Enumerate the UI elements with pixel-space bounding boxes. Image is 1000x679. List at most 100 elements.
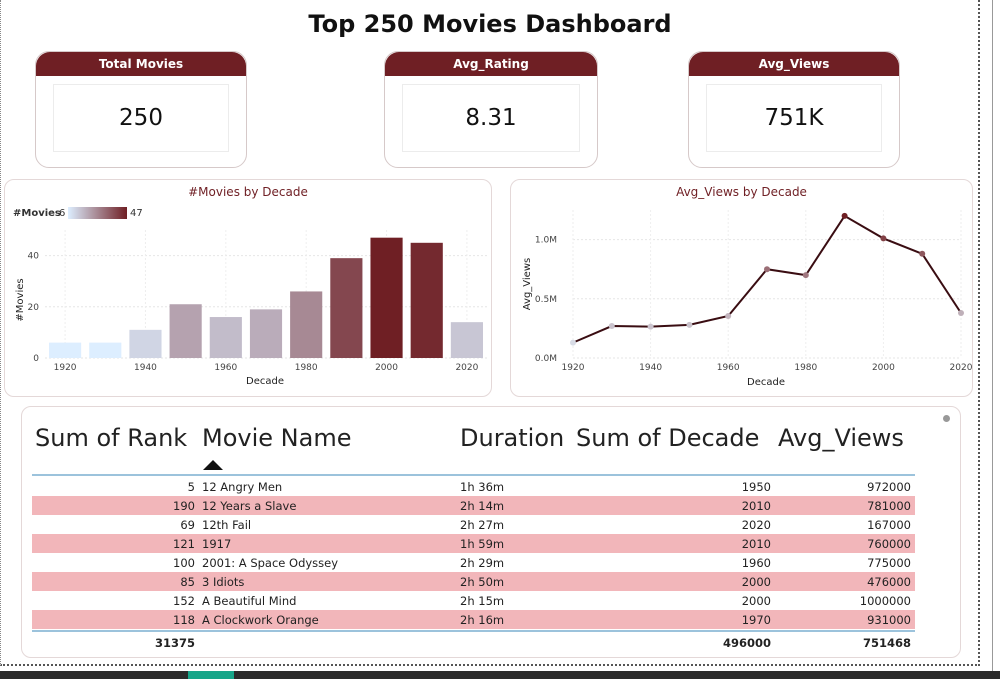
legend-gradient (68, 207, 127, 219)
movies-by-decade-chart[interactable]: #Movies 6 47 0 20 40 1920 1940 1960 1980 2000 20… (5, 180, 491, 396)
cell-movie-name: 2001: A Space Odyssey (202, 556, 339, 570)
cell-rank: 121 (173, 537, 195, 551)
cell-duration: 1h 36m (460, 480, 505, 494)
point-1930[interactable] (608, 323, 615, 330)
cell-duration: 2h 14m (460, 499, 505, 513)
movies-table-panel[interactable]: Sum of Rank Movie Name Duration Sum of D… (21, 406, 961, 658)
cell-movie-name: A Beautiful Mind (202, 594, 297, 608)
cell-rank: 5 (187, 480, 195, 494)
cell-decade: 1970 (741, 613, 771, 627)
header-sum-of-decade[interactable]: Sum of Decade (576, 424, 760, 452)
point-1940[interactable] (647, 323, 654, 330)
cell-avg-views: 972000 (867, 480, 911, 494)
kpi-label: Total Movies (36, 52, 246, 76)
cell-decade: 2010 (741, 537, 771, 551)
point-2000[interactable] (880, 235, 887, 242)
x-tick-label: 1980 (794, 363, 817, 373)
point-1960[interactable] (725, 312, 732, 319)
y-tick-label: 0.0M (535, 354, 557, 364)
header-divider (32, 474, 915, 476)
header-avg-views[interactable]: Avg_Views (778, 424, 904, 452)
bar-1960[interactable] (209, 317, 242, 358)
y-axis-label: Avg_Views (522, 258, 533, 310)
x-tick-label: 1960 (717, 363, 740, 373)
header-sum-of-rank[interactable]: Sum of Rank (35, 424, 188, 452)
y-tick-label: 1.0M (535, 236, 557, 246)
cell-movie-name: 3 Idiots (202, 575, 245, 589)
table-row[interactable]: 5 12 Angry Men 1h 36m 1950 972000 (32, 477, 915, 496)
total-decade: 496000 (722, 636, 771, 650)
sort-ascending-icon[interactable] (203, 460, 223, 470)
table-row[interactable]: 190 12 Years a Slave 2h 14m 2010 781000 (32, 496, 915, 515)
table-row[interactable]: 152 A Beautiful Mind 2h 15m 2000 1000000 (32, 591, 915, 610)
kpi-card-total-movies[interactable]: Total Movies 250 (35, 51, 247, 168)
y-tick-label: 20 (28, 303, 40, 313)
avg-views-by-decade-chart[interactable]: 0.0M 0.5M 1.0M 1920 1940 1960 1980 2000 2020 Dec… (511, 180, 972, 396)
kpi-value: 751K (706, 84, 882, 152)
bar-1950[interactable] (169, 304, 202, 358)
bar-2020[interactable] (450, 322, 483, 358)
bar-1920[interactable] (49, 342, 82, 358)
total-rank: 31375 (154, 636, 195, 650)
cell-rank: 118 (173, 613, 195, 627)
cell-duration: 2h 50m (460, 575, 505, 589)
point-1980[interactable] (802, 272, 809, 279)
report-canvas (0, 0, 980, 666)
active-page-tab[interactable] (188, 671, 234, 679)
cell-movie-name: A Clockwork Orange (202, 613, 319, 627)
point-1920[interactable] (570, 339, 576, 346)
avg-views-by-decade-panel[interactable]: Avg_Views by Decade 0.0M 0.5M 1.0M 1920 1940… (510, 179, 973, 397)
cell-duration: 1h 59m (460, 537, 505, 551)
cell-avg-views: 476000 (867, 575, 911, 589)
cell-duration: 2h 27m (460, 518, 505, 532)
movies-by-decade-panel[interactable]: #Movies by Decade #Movies 6 47 0 20 40 1920… (4, 179, 492, 397)
point-1950[interactable] (686, 321, 693, 328)
x-tick-label: 2000 (872, 363, 895, 373)
kpi-card-avg-rating[interactable]: Avg_Rating 8.31 (384, 51, 598, 168)
y-tick-label: 40 (28, 252, 40, 262)
cell-avg-views: 167000 (867, 518, 911, 532)
x-tick-label: 2020 (455, 363, 478, 373)
point-1970[interactable] (764, 266, 770, 273)
y-axis-label: #Movies (15, 278, 26, 321)
bar-2010[interactable] (410, 242, 443, 358)
bar-2000[interactable] (370, 237, 403, 358)
cell-decade: 1950 (741, 480, 771, 494)
x-tick-label: 1940 (639, 363, 662, 373)
table-total-row: 31375 496000 751468 (32, 633, 915, 653)
bar-1970[interactable] (249, 309, 283, 358)
point-2010[interactable] (919, 250, 926, 257)
legend-max: 47 (130, 208, 143, 219)
bar-1930[interactable] (89, 342, 122, 358)
kpi-label: Avg_Rating (385, 52, 597, 76)
table-row[interactable]: 85 3 Idiots 2h 50m 2000 476000 (32, 572, 915, 591)
x-tick-label: 1940 (134, 363, 157, 373)
header-duration[interactable]: Duration (460, 424, 565, 452)
chart-title: Avg_Views by Decade (676, 185, 807, 199)
point-2020[interactable] (958, 310, 964, 317)
page-tab-strip (0, 671, 1000, 679)
cell-avg-views: 1000000 (859, 594, 911, 608)
table-row[interactable]: 100 2001: A Space Odyssey 2h 29m 1960 775000 (32, 553, 915, 572)
x-axis-label: Decade (747, 377, 785, 388)
x-tick-label: 1980 (295, 363, 318, 373)
point-1990[interactable] (841, 212, 848, 219)
y-tick-label: 0 (33, 354, 39, 364)
bar-1980[interactable] (290, 291, 323, 358)
total-views: 751468 (862, 636, 911, 650)
table-row[interactable]: 118 A Clockwork Orange 2h 16m 1970 931000 (32, 610, 915, 629)
kpi-value: 250 (53, 84, 229, 152)
header-movie-name[interactable]: Movie Name (202, 424, 352, 452)
cell-movie-name: 12 Angry Men (202, 480, 283, 494)
cell-movie-name: 12th Fail (202, 518, 252, 532)
series-line (572, 214, 962, 344)
x-tick-label: 2020 (950, 363, 972, 373)
table-row[interactable]: 121 1917 1h 59m 2010 760000 (32, 534, 915, 553)
x-tick-label: 1920 (562, 363, 585, 373)
kpi-card-avg-views[interactable]: Avg_Views 751K (688, 51, 900, 168)
bar-1990[interactable] (330, 258, 363, 358)
table-row[interactable]: 69 12th Fail 2h 27m 2020 167000 (32, 515, 915, 534)
more-options-icon[interactable] (943, 415, 950, 422)
bar-1940[interactable] (129, 329, 162, 358)
cell-avg-views: 760000 (867, 537, 911, 551)
